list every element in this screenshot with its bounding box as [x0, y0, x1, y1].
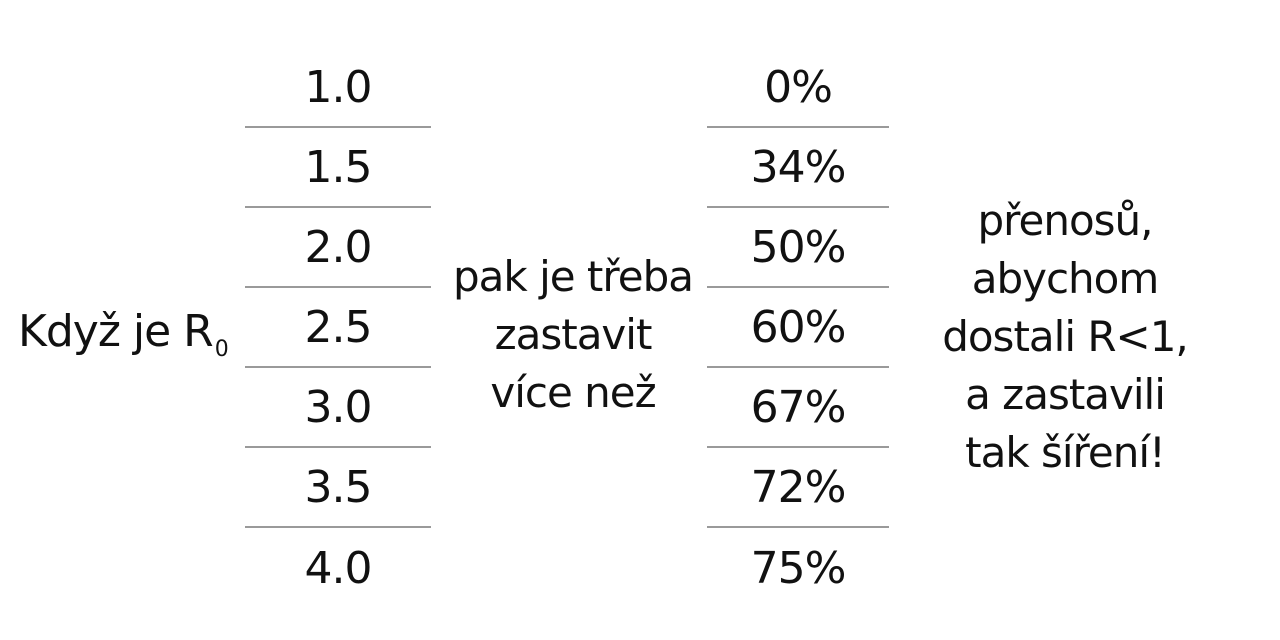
r0-value: 3.0: [245, 368, 431, 448]
conclusion-line: dostali R<1,: [942, 312, 1189, 361]
percent-values-column: 0% 34% 50% 60% 67% 72% 75%: [707, 48, 889, 608]
middle-line: pak je třeba: [453, 252, 694, 301]
r0-values-column: 1.0 1.5 2.0 2.5 3.0 3.5 4.0: [245, 48, 431, 608]
r0-value: 1.5: [245, 128, 431, 208]
r0-value: 1.0: [245, 48, 431, 128]
middle-line: více než: [490, 368, 656, 417]
lead-subscript: 0: [214, 337, 229, 362]
r0-value: 2.0: [245, 208, 431, 288]
conclusion-text: přenosů, abychom dostali R<1, a zastavil…: [930, 192, 1200, 482]
percent-value: 0%: [707, 48, 889, 128]
percent-value: 34%: [707, 128, 889, 208]
r0-value: 2.5: [245, 288, 431, 368]
middle-line: zastavit: [494, 310, 653, 359]
middle-text: pak je třeba zastavit více než: [440, 248, 706, 422]
percent-value: 67%: [707, 368, 889, 448]
conclusion-line: a zastavili: [965, 370, 1166, 419]
conclusion-line: přenosů,: [977, 196, 1153, 245]
percent-value: 50%: [707, 208, 889, 288]
percent-value: 60%: [707, 288, 889, 368]
conclusion-line: abychom: [971, 254, 1160, 303]
lead-text: Když je R0: [18, 310, 229, 362]
r0-value: 4.0: [304, 542, 373, 594]
r0-value: 3.5: [245, 448, 431, 528]
lead-label: Když je R: [18, 306, 214, 357]
percent-value: 72%: [707, 448, 889, 528]
percent-value: 75%: [750, 542, 847, 594]
conclusion-line: tak šíření!: [965, 428, 1166, 477]
